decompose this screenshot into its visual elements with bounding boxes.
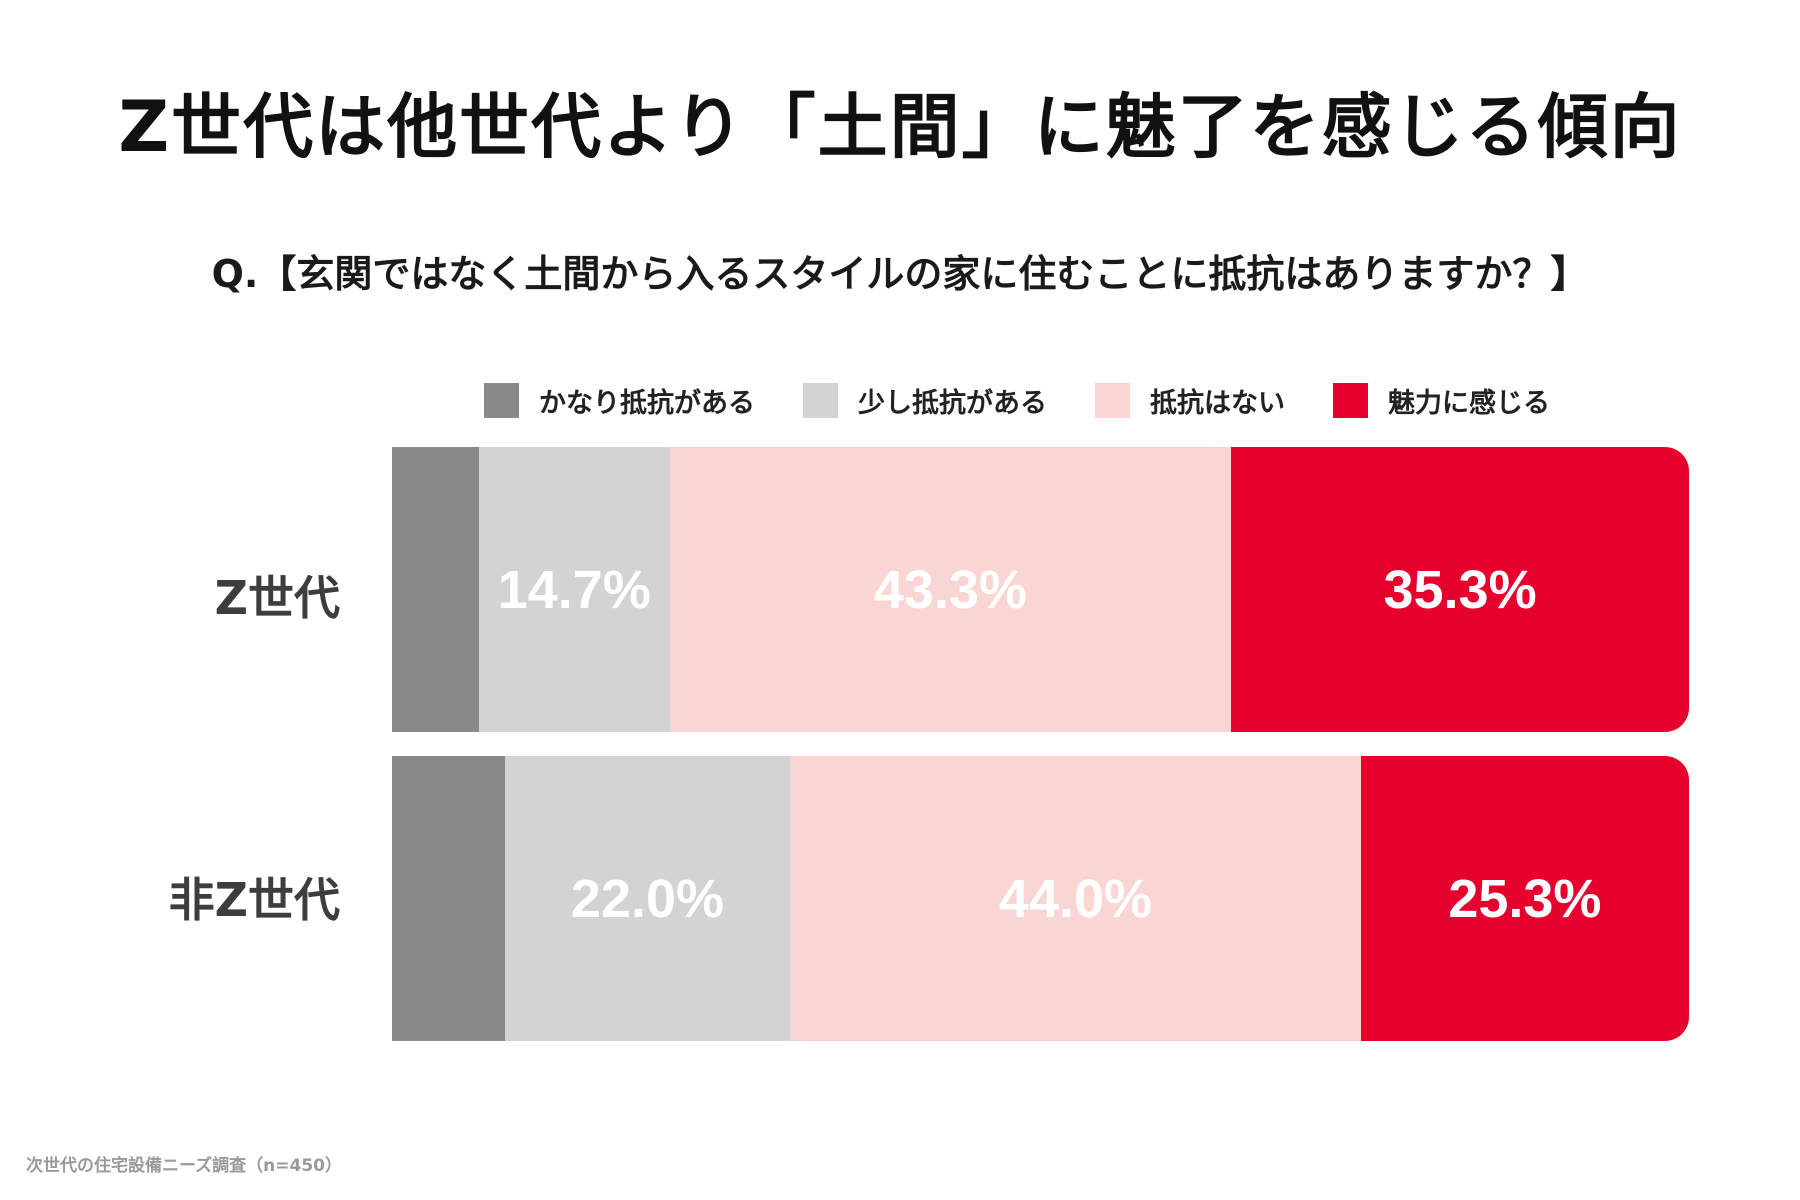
bar-segment-no-resistance: 43.3% (669, 447, 1232, 732)
legend-item-slightly-resistant: 少し抵抗がある (803, 381, 1047, 420)
bar-non-gen-z: 22.0% 44.0% 25.3% (392, 756, 1689, 1041)
legend-item-no-resistance: 抵抗はない (1095, 381, 1285, 420)
bar-segment-very-resistant (392, 447, 479, 732)
chart-title: Z世代は他世代より「土間」に魅了を感じる傾向 (118, 86, 1682, 168)
row-label-non-gen-z: 非Z世代 (168, 873, 340, 927)
legend-label-very-resistant: かなり抵抗がある (539, 387, 755, 419)
bar-segment-attractive: 25.3% (1360, 756, 1689, 1041)
bar-segment-slightly-resistant: 14.7% (478, 447, 670, 732)
legend: かなり抵抗がある 少し抵抗がある 抵抗はない 魅力に感じる (484, 381, 1550, 420)
bar-segment-attractive: 35.3% (1231, 447, 1689, 732)
legend-swatch-very-resistant (484, 382, 519, 418)
legend-swatch-slightly-resistant (803, 382, 838, 418)
legend-item-attractive: 魅力に感じる (1333, 381, 1550, 420)
source-note: 次世代の住宅設備ニーズ調査（n=450） (26, 1156, 342, 1176)
legend-label-no-resistance: 抵抗はない (1150, 387, 1285, 419)
legend-label-attractive: 魅力に感じる (1388, 387, 1550, 419)
bar-segment-slightly-resistant: 22.0% (504, 756, 791, 1041)
legend-item-very-resistant: かなり抵抗がある (484, 381, 755, 420)
legend-swatch-no-resistance (1095, 382, 1130, 418)
bar-segment-no-resistance: 44.0% (790, 756, 1361, 1041)
survey-question: Q.【玄関ではなく土間から入るスタイルの家に住むことに抵抗はありますか？】 (211, 252, 1589, 296)
legend-label-slightly-resistant: 少し抵抗がある (858, 387, 1047, 419)
row-label-gen-z: Z世代 (214, 571, 340, 625)
bar-gen-z: 14.7% 43.3% 35.3% (392, 447, 1689, 732)
legend-swatch-attractive (1333, 382, 1368, 418)
bar-segment-very-resistant (392, 756, 505, 1041)
